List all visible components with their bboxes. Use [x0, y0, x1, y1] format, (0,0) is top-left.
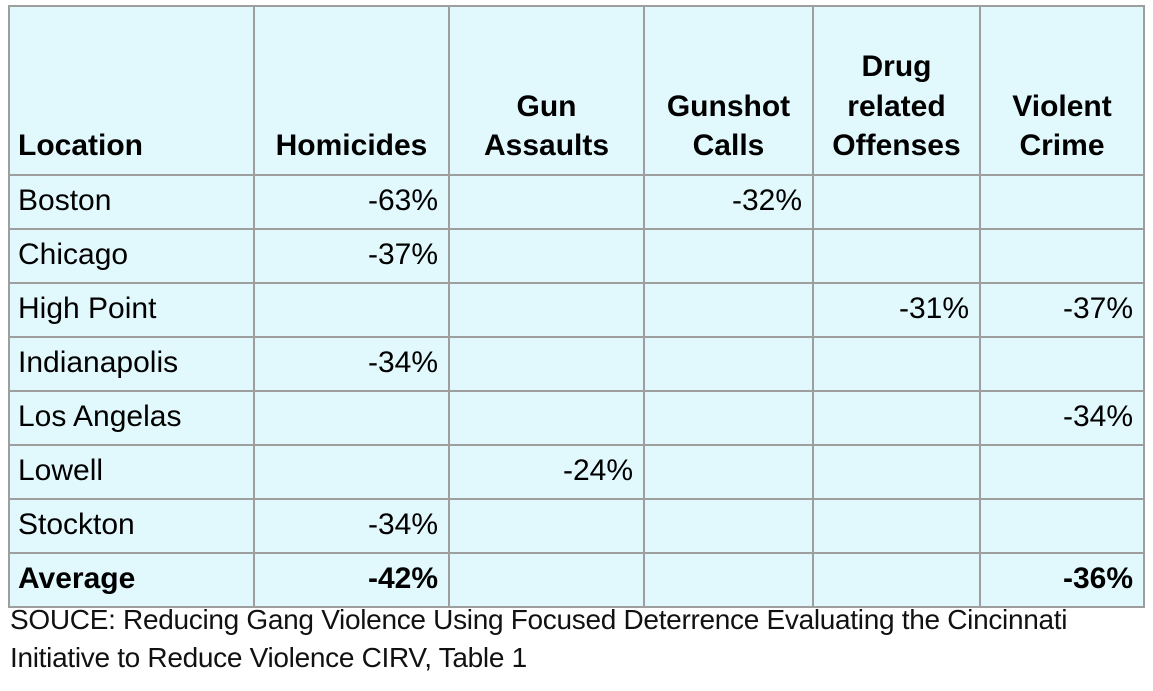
cell-location: Boston [8, 174, 255, 230]
column-header-location: Location [8, 5, 255, 176]
cell-value: -24% [448, 444, 645, 500]
header-row: Location Homicides Gun Assaults Gunshot … [8, 5, 1145, 176]
table-row-lowell: Lowell -24% [8, 444, 1145, 500]
crime-reduction-table: Location Homicides Gun Assaults Gunshot … [8, 5, 1145, 608]
column-header-violent-crime: Violent Crime [979, 5, 1145, 176]
cell-value [979, 336, 1145, 392]
cell-value [812, 552, 981, 608]
cell-value [979, 444, 1145, 500]
cell-value [812, 498, 981, 554]
cell-location: High Point [8, 282, 255, 338]
cell-value [253, 282, 450, 338]
source-note: SOUCE: Reducing Gang Violence Using Focu… [10, 604, 1068, 674]
cell-value [643, 390, 814, 446]
cell-value [448, 390, 645, 446]
table-row-los-angelas: Los Angelas -34% [8, 390, 1145, 446]
cell-value [643, 552, 814, 608]
cell-value [812, 444, 981, 500]
cell-value [643, 228, 814, 284]
cell-location: Stockton [8, 498, 255, 554]
table-row-chicago: Chicago -37% [8, 228, 1145, 284]
cell-value: -42% [253, 552, 450, 608]
cell-value: -37% [979, 282, 1145, 338]
cell-value: -36% [979, 552, 1145, 608]
table-row-stockton: Stockton -34% [8, 498, 1145, 554]
cell-value [812, 174, 981, 230]
cell-value [979, 174, 1145, 230]
cell-value: -34% [979, 390, 1145, 446]
cell-value [253, 444, 450, 500]
cell-location: Average [8, 552, 255, 608]
cell-value [812, 336, 981, 392]
cell-value: -34% [253, 336, 450, 392]
table-row-indianapolis: Indianapolis -34% [8, 336, 1145, 392]
cell-value: -32% [643, 174, 814, 230]
table-row-average: Average -42% -36% [8, 552, 1145, 608]
cell-value [643, 282, 814, 338]
cell-value [448, 336, 645, 392]
cell-value [448, 174, 645, 230]
cell-value [643, 498, 814, 554]
cell-value [448, 282, 645, 338]
column-header-gun-assaults: Gun Assaults [448, 5, 645, 176]
cell-value [979, 228, 1145, 284]
table-row-high-point: High Point -31% -37% [8, 282, 1145, 338]
cell-value [448, 552, 645, 608]
column-header-gunshot-calls: Gunshot Calls [643, 5, 814, 176]
cell-value [253, 390, 450, 446]
cell-location: Lowell [8, 444, 255, 500]
cell-value: -34% [253, 498, 450, 554]
cell-value [448, 498, 645, 554]
cell-location: Indianapolis [8, 336, 255, 392]
cell-value [812, 390, 981, 446]
cell-value [643, 336, 814, 392]
table-row-boston: Boston -63% -32% [8, 174, 1145, 230]
cell-value [812, 228, 981, 284]
cell-value: -63% [253, 174, 450, 230]
cell-location: Los Angelas [8, 390, 255, 446]
column-header-homicides: Homicides [253, 5, 450, 176]
column-header-drug-related-offenses: Drug related Offenses [812, 5, 981, 176]
cell-value [979, 498, 1145, 554]
cell-value [448, 228, 645, 284]
cell-value: -31% [812, 282, 981, 338]
cell-value: -37% [253, 228, 450, 284]
cell-location: Chicago [8, 228, 255, 284]
cell-value [643, 444, 814, 500]
